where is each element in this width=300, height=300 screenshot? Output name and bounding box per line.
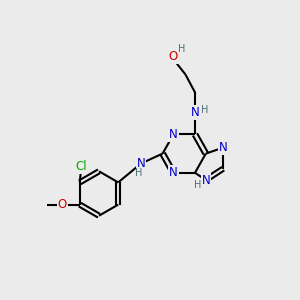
Text: O: O (169, 50, 178, 64)
Text: N: N (219, 141, 228, 154)
Text: O: O (58, 198, 67, 211)
Text: N: N (190, 106, 200, 119)
Text: H: H (135, 167, 142, 178)
Text: N: N (136, 157, 146, 170)
Text: N: N (169, 166, 178, 179)
Text: N: N (169, 128, 178, 141)
Text: N: N (201, 173, 210, 187)
Text: H: H (201, 105, 208, 115)
Text: H: H (194, 180, 201, 190)
Text: H: H (178, 44, 186, 54)
Text: Cl: Cl (76, 160, 87, 173)
